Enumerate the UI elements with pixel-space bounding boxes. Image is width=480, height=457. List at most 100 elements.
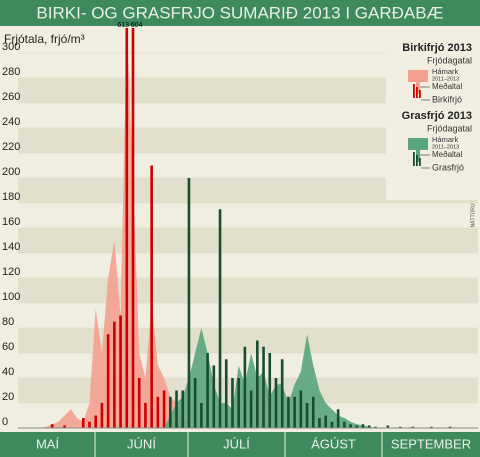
bar xyxy=(88,421,91,428)
y-axis-label: Frjótala, frjó/m³ xyxy=(4,32,85,46)
legend-bar xyxy=(416,87,418,98)
legend-swatch xyxy=(408,70,428,82)
bar xyxy=(212,365,216,428)
plot xyxy=(21,28,475,428)
bar xyxy=(386,425,390,428)
bar xyxy=(100,403,104,428)
bar xyxy=(411,426,415,428)
bar xyxy=(361,424,365,428)
y-tick-label: 120 xyxy=(2,266,20,278)
bar xyxy=(274,378,278,428)
bar xyxy=(206,353,209,428)
y-tick-label: 240 xyxy=(2,116,20,128)
bar xyxy=(144,403,147,428)
x-tick-label: MAÍ xyxy=(36,436,60,451)
legend-bar xyxy=(419,90,421,98)
bar xyxy=(249,390,253,428)
legend-label: Frjódagatal xyxy=(427,55,472,65)
bar xyxy=(367,425,371,428)
bar xyxy=(94,415,98,428)
grid-band xyxy=(18,228,478,253)
grid-band xyxy=(18,278,478,303)
bar xyxy=(324,415,328,428)
area xyxy=(21,328,475,428)
grid-band xyxy=(18,328,478,353)
bar xyxy=(287,396,290,428)
bar xyxy=(131,28,135,428)
legend-label: Hámark xyxy=(432,67,459,76)
bar xyxy=(218,209,222,428)
bar xyxy=(231,378,234,428)
y-tick-label: 80 xyxy=(2,316,14,328)
y-tick-label: 220 xyxy=(2,141,20,153)
legend-label: 2011–2013 xyxy=(432,144,459,150)
y-tick-label: 160 xyxy=(2,216,20,228)
bar xyxy=(237,378,240,428)
bar xyxy=(262,346,265,428)
bar xyxy=(448,426,452,428)
legend-swatch xyxy=(416,150,420,162)
bar xyxy=(243,346,247,428)
bar xyxy=(175,390,178,428)
data-label: 604 xyxy=(131,22,143,29)
y-tick-label: 40 xyxy=(2,366,14,378)
bar xyxy=(162,390,166,428)
bar xyxy=(63,425,66,428)
bar xyxy=(168,396,172,428)
bar xyxy=(224,359,228,428)
bar xyxy=(193,378,197,428)
bar xyxy=(187,178,191,428)
legend-swatch xyxy=(408,138,428,150)
bar xyxy=(318,418,321,428)
bar xyxy=(398,426,402,428)
bar xyxy=(137,378,141,428)
bar xyxy=(113,321,116,428)
bar xyxy=(125,28,129,428)
bar xyxy=(200,403,203,428)
x-tick-label: ÁGÚST xyxy=(311,436,356,451)
bar xyxy=(150,165,153,428)
bar xyxy=(81,418,85,428)
legend-bar xyxy=(413,84,415,98)
data-label: 613 xyxy=(117,22,129,29)
bar xyxy=(156,396,160,428)
bar xyxy=(181,390,185,428)
legend-bar xyxy=(413,152,415,166)
bar xyxy=(330,421,334,428)
x-tick-label: SEPTEMBER xyxy=(391,436,471,451)
month-bar xyxy=(0,432,480,457)
bar xyxy=(256,340,259,428)
y-tick-label: 300 xyxy=(2,41,20,53)
bar xyxy=(430,426,433,428)
y-tick-label: 100 xyxy=(2,291,20,303)
legend-label: Frjódagatal xyxy=(427,123,472,133)
legend-box xyxy=(386,40,478,200)
legend-label: Meðaltal xyxy=(432,82,462,91)
bar xyxy=(311,396,315,428)
chart-title: BIRKI- OG GRASFRJO SUMARIÐ 2013 I GARÐAB… xyxy=(36,3,443,22)
y-tick-label: 280 xyxy=(2,66,20,78)
bar xyxy=(336,409,340,428)
bar xyxy=(355,425,359,428)
legend-label: Grasfrjó xyxy=(432,162,464,172)
legend-label: Hámark xyxy=(432,135,459,144)
bar xyxy=(293,396,296,428)
bar xyxy=(349,424,352,428)
legend-label: 2011–2013 xyxy=(432,76,459,82)
y-tick-label: 0 xyxy=(2,416,8,428)
y-tick-label: 20 xyxy=(2,391,14,403)
legend-swatch xyxy=(416,82,420,94)
y-tick-label: 180 xyxy=(2,191,20,203)
bar xyxy=(374,426,377,428)
y-tick-label: 140 xyxy=(2,241,20,253)
legend-bar xyxy=(416,155,418,166)
bar xyxy=(343,421,346,428)
title-bar xyxy=(0,0,480,26)
bar xyxy=(299,390,303,428)
y-tick-label: 60 xyxy=(2,341,14,353)
bar xyxy=(305,403,309,428)
bar xyxy=(280,359,284,428)
y-tick-label: 260 xyxy=(2,91,20,103)
bar xyxy=(106,334,110,428)
